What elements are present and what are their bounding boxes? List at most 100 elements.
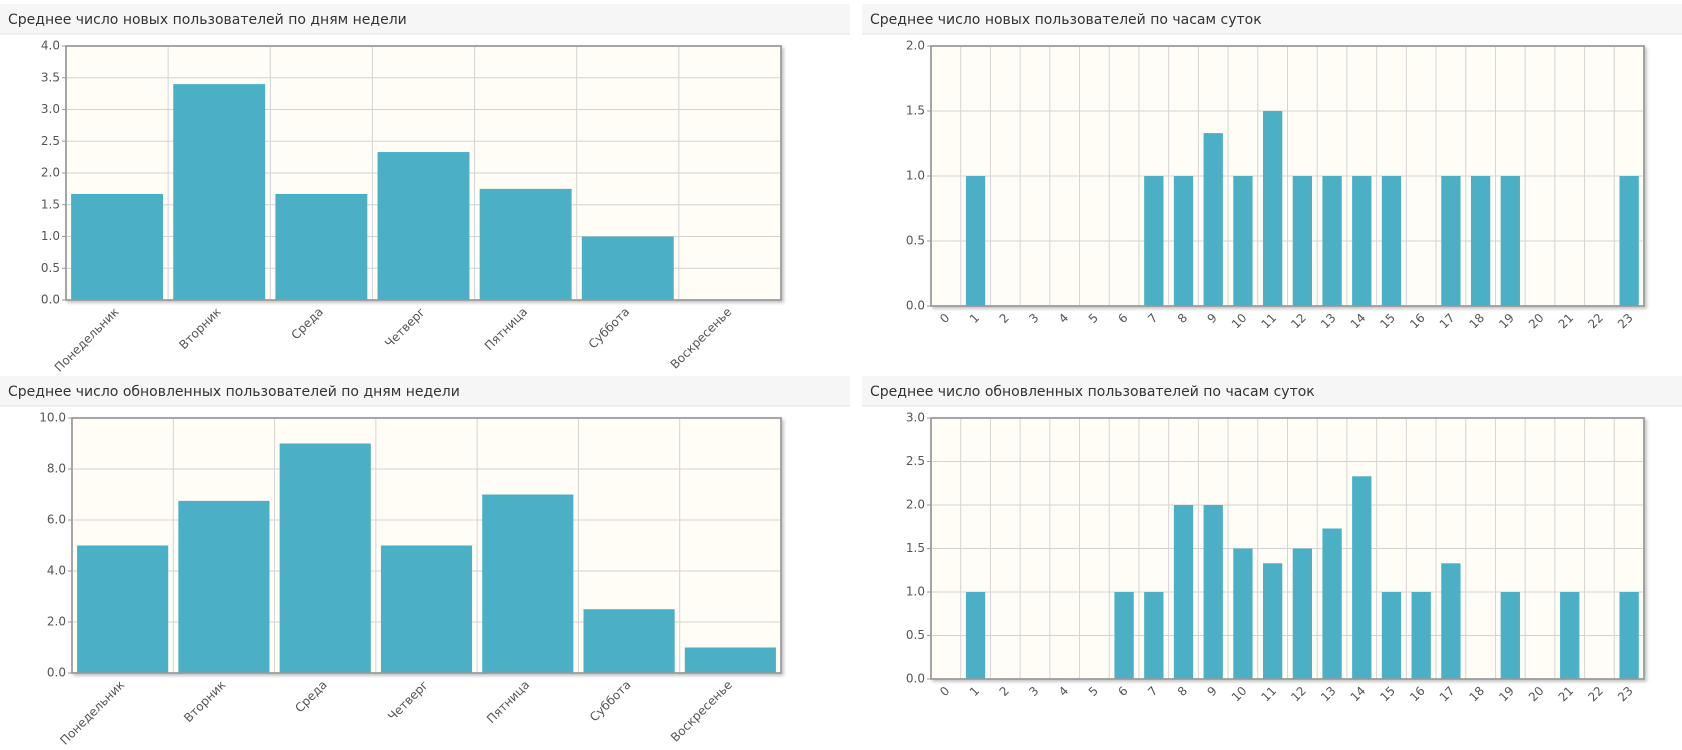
x-tick-label: 4: [1056, 311, 1071, 326]
chart-title: Среднее число обновленных пользователей …: [870, 384, 1315, 400]
x-tick-label: 11: [1259, 311, 1280, 332]
bar: [1470, 176, 1491, 306]
x-tick-label: 23: [1615, 684, 1636, 705]
bar: [1144, 592, 1164, 679]
bar: [1441, 176, 1461, 306]
x-tick-label: Вторник: [181, 678, 228, 725]
x-tick-label: Пятница: [484, 678, 532, 726]
bar: [1560, 592, 1580, 679]
x-tick-label: 7: [1145, 311, 1160, 326]
y-tick-label: 2.5: [906, 454, 925, 468]
x-tick-label: Суббота: [587, 678, 634, 725]
x-tick-label: 14: [1348, 684, 1369, 705]
x-tick-label: 8: [1175, 311, 1190, 326]
x-tick-label: 19: [1496, 311, 1517, 332]
y-tick-label: 1.0: [906, 169, 925, 183]
bar: [1144, 176, 1164, 306]
y-tick-label: 6.0: [47, 513, 66, 527]
x-tick-label: 8: [1175, 684, 1190, 699]
bar: [583, 609, 675, 673]
bar: [1500, 176, 1520, 306]
x-tick-label: 9: [1205, 311, 1220, 326]
bar: [1411, 592, 1431, 679]
y-tick-label: 0.5: [906, 628, 925, 642]
x-tick-label: 19: [1496, 684, 1517, 705]
x-tick-label: 2: [997, 311, 1012, 326]
y-tick-label: 0.0: [906, 299, 925, 313]
bar: [1233, 176, 1253, 306]
y-tick-label: 0.5: [906, 234, 925, 248]
bar: [684, 647, 776, 673]
y-tick-label: 1.5: [906, 541, 925, 555]
x-tick-label: 4: [1056, 684, 1071, 699]
y-tick-label: 8.0: [47, 462, 66, 476]
x-tick-label: 2: [997, 684, 1012, 699]
bar: [1352, 176, 1372, 306]
y-tick-label: 0.0: [906, 672, 925, 686]
x-tick-label: 18: [1466, 684, 1487, 705]
bar: [1203, 133, 1223, 306]
x-tick-label: 16: [1407, 311, 1428, 332]
x-tick-label: 12: [1288, 684, 1309, 705]
bar: [1262, 111, 1283, 306]
x-tick-label: 6: [1115, 684, 1130, 699]
bar: [1173, 505, 1194, 679]
bar: [479, 188, 572, 300]
x-tick-label: 17: [1437, 311, 1458, 332]
bar: [173, 84, 266, 300]
x-tick-label: 3: [1026, 684, 1041, 699]
chart-title: Среднее число новых пользователей по час…: [870, 12, 1262, 28]
chart-title: Среднее число новых пользователей по дня…: [8, 12, 407, 28]
bar: [1262, 563, 1283, 679]
x-tick-label: Суббота: [586, 305, 633, 352]
bar: [1114, 592, 1134, 679]
bar: [279, 443, 371, 673]
x-tick-label: 10: [1229, 684, 1250, 705]
y-tick-label: 2.0: [47, 615, 66, 629]
y-tick-label: 2.0: [41, 166, 60, 180]
y-tick-label: 1.0: [906, 585, 925, 599]
bar: [380, 545, 473, 673]
bar: [377, 152, 470, 300]
x-tick-label: Понедельник: [52, 305, 122, 375]
bar: [178, 500, 270, 673]
x-tick-label: 21: [1556, 684, 1577, 705]
x-tick-label: 13: [1318, 684, 1339, 705]
x-tick-label: 0: [937, 684, 952, 699]
x-tick-label: 1: [967, 684, 982, 699]
x-tick-label: Среда: [292, 678, 329, 715]
x-tick-label: 17: [1437, 684, 1458, 705]
x-tick-label: 0: [937, 311, 952, 326]
y-tick-label: 4.0: [47, 564, 66, 578]
panel-header: [862, 376, 1682, 406]
y-tick-label: 3.0: [41, 102, 60, 116]
bar: [1233, 548, 1253, 679]
x-tick-label: 12: [1288, 311, 1309, 332]
plot-border: [930, 417, 1645, 680]
bar: [1619, 592, 1639, 679]
x-tick-label: Воскресенье: [668, 305, 735, 372]
bar: [77, 545, 169, 673]
bar: [1322, 528, 1342, 679]
y-tick-label: 4.0: [41, 39, 60, 53]
bar: [1352, 476, 1372, 679]
x-tick-label: 11: [1259, 684, 1280, 705]
bar: [1292, 548, 1313, 679]
x-tick-label: 7: [1145, 684, 1160, 699]
x-tick-label: 20: [1526, 684, 1547, 705]
x-tick-label: 18: [1466, 311, 1487, 332]
y-tick-label: 10.0: [39, 411, 66, 425]
x-tick-label: 22: [1585, 311, 1606, 332]
bar: [581, 236, 674, 300]
y-tick-label: 1.5: [906, 104, 925, 118]
x-tick-label: 13: [1318, 311, 1339, 332]
x-tick-label: Четверг: [382, 305, 428, 351]
bar: [1203, 505, 1223, 679]
panel-header: [862, 4, 1682, 34]
bar: [1619, 176, 1639, 306]
y-tick-label: 2.5: [41, 134, 60, 148]
x-tick-label: 6: [1115, 311, 1130, 326]
x-tick-label: 22: [1585, 684, 1606, 705]
x-tick-label: 9: [1205, 684, 1220, 699]
